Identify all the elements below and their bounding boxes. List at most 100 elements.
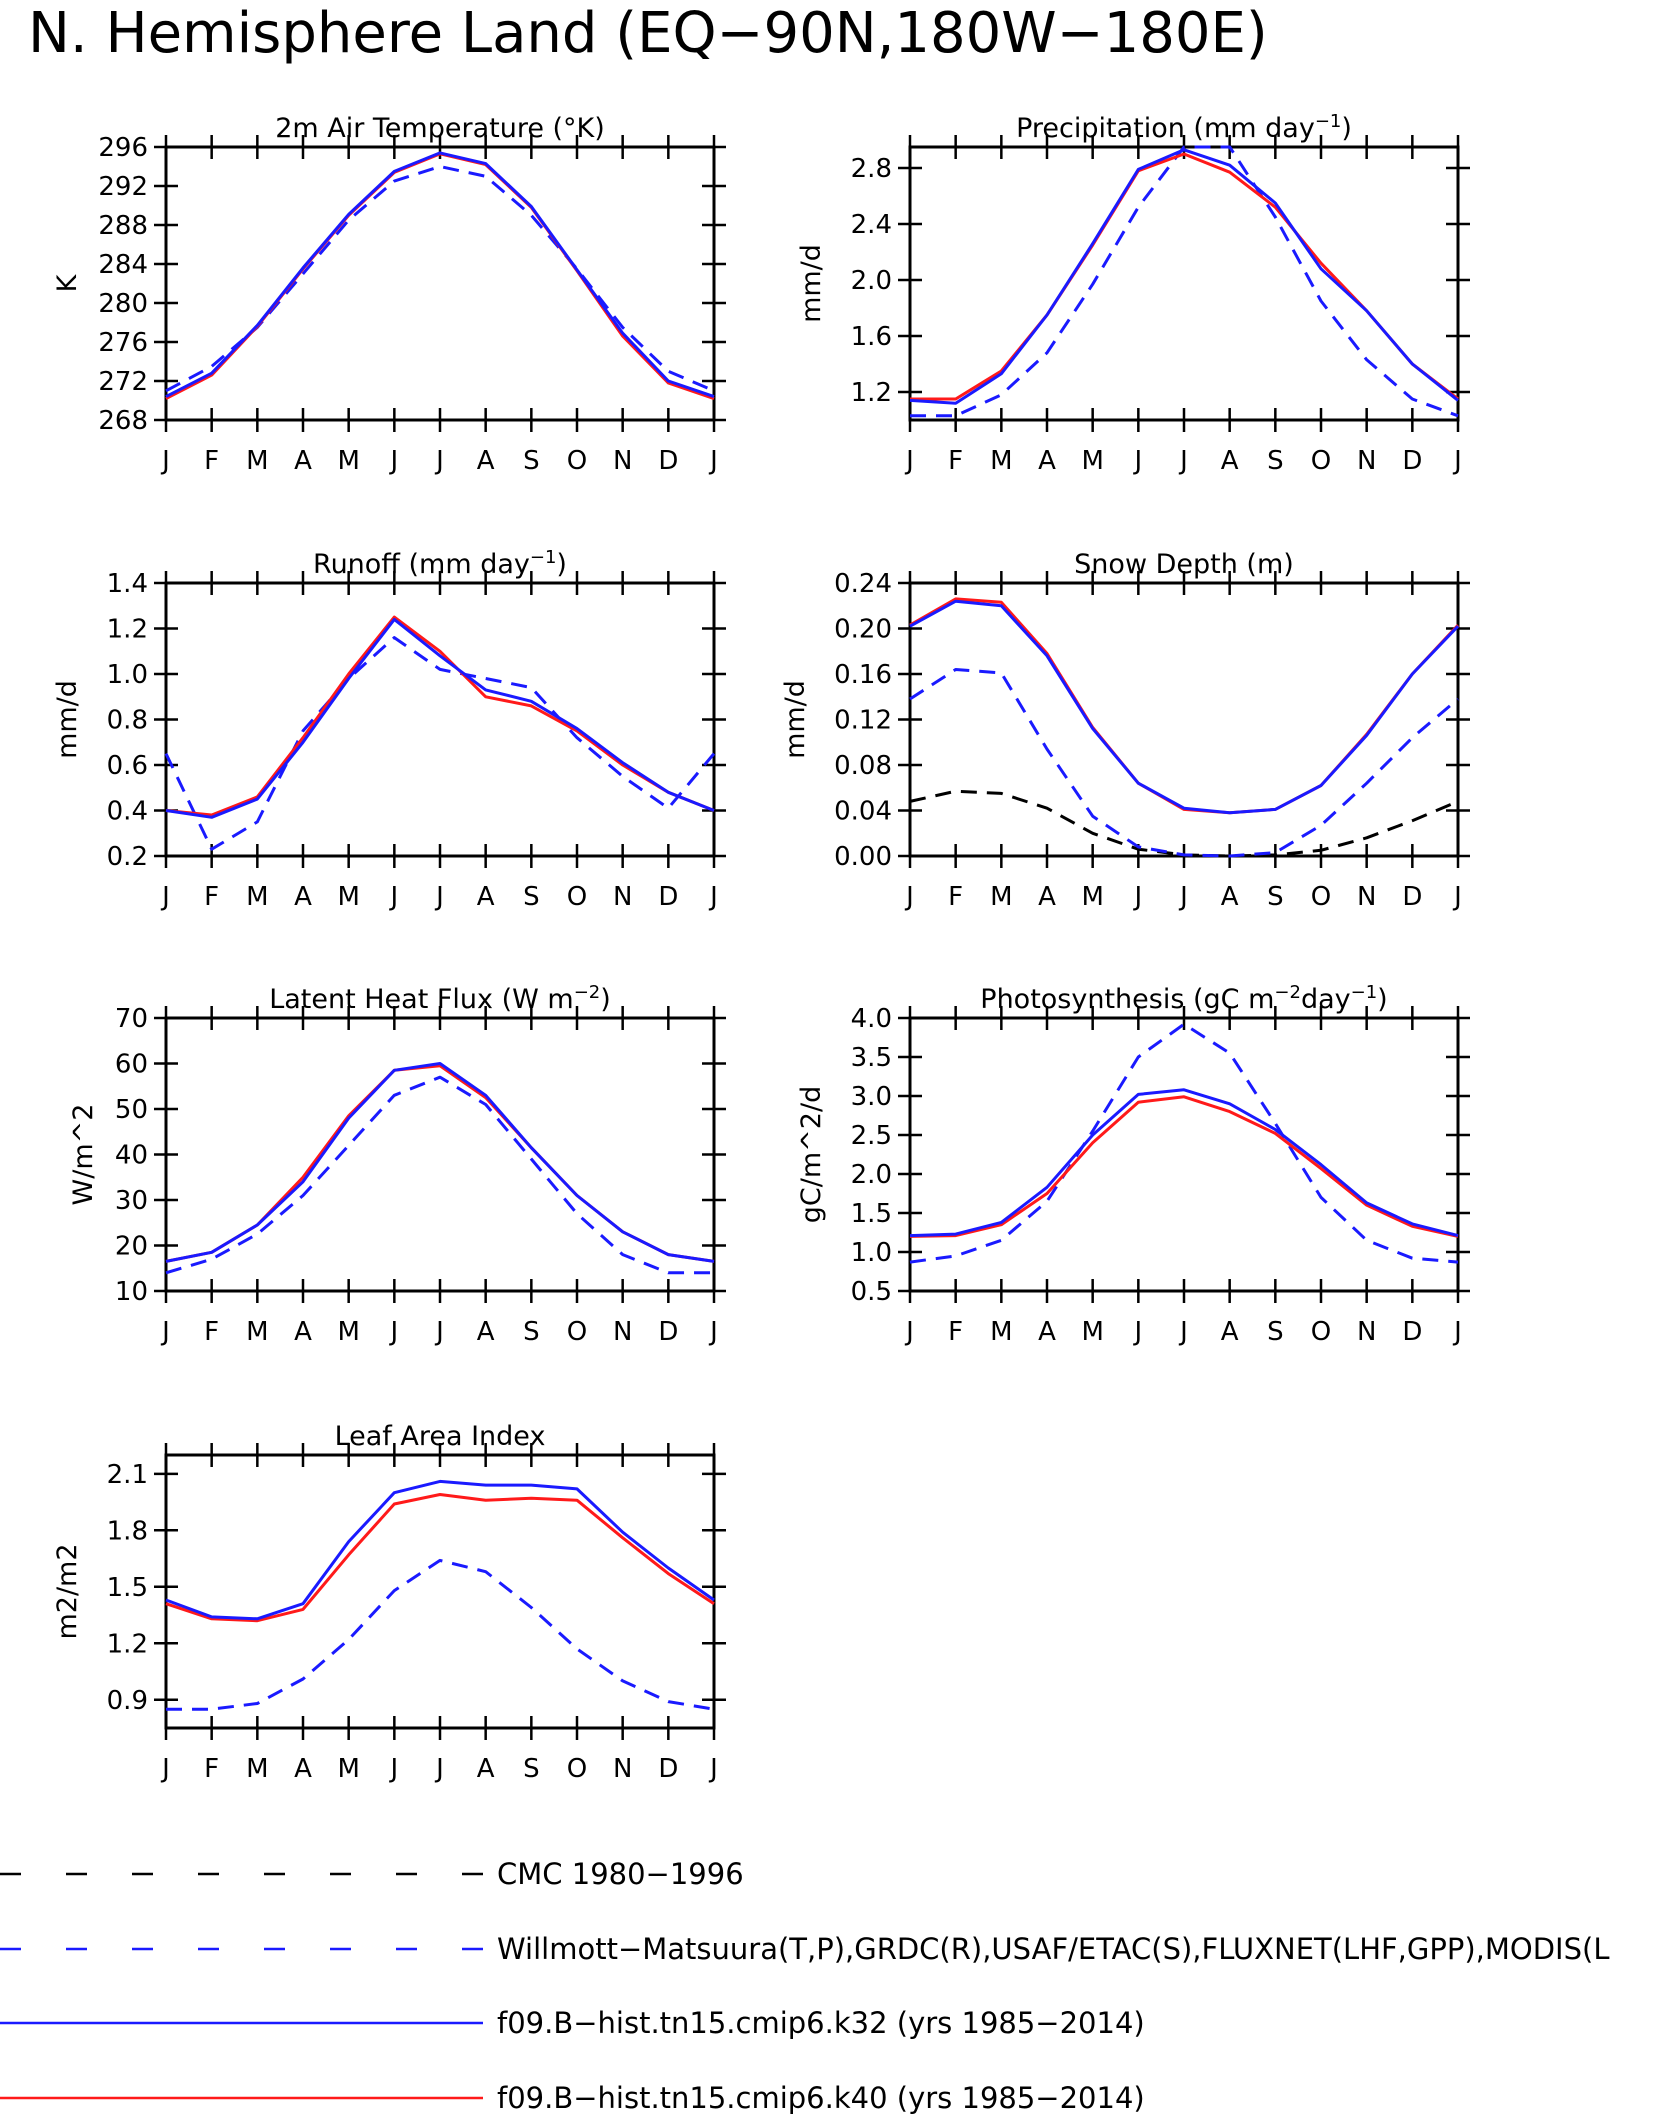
y-tick-label: 292	[98, 172, 148, 202]
x-tick-label: M	[337, 446, 359, 476]
y-tick-label: 1.6	[851, 322, 892, 352]
series-line-obs	[166, 1558, 715, 1711]
x-tick-label: D	[1402, 882, 1422, 912]
x-tick-label: N	[1357, 1317, 1376, 1347]
x-tick-label: J	[1178, 1317, 1188, 1347]
title-superscript-2: −1	[1351, 982, 1378, 1003]
x-tick-label: N	[1357, 882, 1376, 912]
x-tick-label: J	[1178, 882, 1188, 912]
x-tick-label: M	[990, 1317, 1012, 1347]
x-tick-label: M	[990, 446, 1012, 476]
y-tick-label: 288	[98, 211, 148, 241]
y-tick-label: 1.2	[107, 1629, 148, 1659]
y-tick-label: 2.0	[851, 266, 892, 296]
y-tick-label: 1.0	[107, 660, 148, 690]
x-tick-label: J	[708, 882, 718, 912]
series-line-k32	[909, 1088, 1459, 1238]
x-tick-label: J	[434, 446, 444, 476]
figure-title: N. Hemisphere Land (EQ−90N,180W−180E)	[28, 1, 1268, 66]
legend-label-k32: f09.B−hist.tn15.cmip6.k32 (yrs 1985−2014…	[497, 2006, 1145, 2040]
x-tick-label: D	[658, 1317, 678, 1347]
legend-label-obs: Willmott−Matsuura(T,P),GRDC(R),USAF/ETAC…	[497, 1932, 1610, 1966]
y-axis-label: mm/d	[52, 680, 83, 759]
plot-frame	[164, 581, 716, 858]
y-tick-label: 0.20	[834, 615, 892, 645]
x-tick-label: A	[294, 882, 312, 912]
x-tick-label: F	[948, 1317, 963, 1347]
y-tick-label: 0.08	[834, 751, 892, 781]
x-tick-label: A	[294, 1754, 312, 1784]
title-end: )	[1341, 113, 1352, 144]
x-tick-label: J	[388, 1317, 398, 1347]
x-tick-label: M	[246, 1754, 268, 1784]
series-line-k32	[165, 1062, 715, 1263]
series-line-obs	[164, 636, 716, 851]
x-tick-label: S	[523, 1317, 540, 1347]
plot-frame	[908, 1016, 1460, 1293]
x-tick-label: J	[904, 1317, 914, 1347]
x-tick-label: M	[246, 882, 268, 912]
x-tick-label: J	[708, 1317, 718, 1347]
y-tick-label: 268	[98, 406, 148, 436]
x-tick-label: S	[1267, 882, 1284, 912]
x-tick-label: M	[1081, 882, 1103, 912]
series-line-obs	[909, 668, 1459, 858]
y-tick-label: 1.0	[851, 1238, 892, 1268]
x-tick-label: A	[294, 446, 312, 476]
x-tick-label: O	[567, 1754, 587, 1784]
x-tick-label: N	[613, 446, 632, 476]
y-tick-label: 2.5	[851, 1121, 892, 1151]
y-tick-label: 1.4	[107, 569, 148, 599]
x-tick-label: M	[246, 446, 268, 476]
chart-panel-1: 2m Air Temperature (°K)26827227628028428…	[52, 113, 726, 476]
y-tick-label: 40	[115, 1141, 148, 1171]
x-tick-label: D	[658, 1754, 678, 1784]
y-tick-label: 1.5	[851, 1199, 892, 1229]
x-tick-label: O	[1311, 1317, 1331, 1347]
y-tick-label: 1.2	[107, 615, 148, 645]
x-tick-label: J	[434, 882, 444, 912]
title-superscript: −2	[574, 982, 601, 1003]
x-tick-label: N	[613, 1754, 632, 1784]
x-tick-label: A	[477, 882, 495, 912]
y-axis-label: mm/d	[780, 680, 811, 759]
y-axis-label: W/m^2	[68, 1104, 99, 1206]
x-tick-label: J	[388, 1754, 398, 1784]
x-tick-label: S	[523, 882, 540, 912]
y-axis-label: K	[52, 273, 83, 292]
x-tick-label: M	[337, 1754, 359, 1784]
x-tick-label: J	[1132, 882, 1142, 912]
y-tick-label: 4.0	[851, 1004, 892, 1034]
y-tick-label: 0.16	[834, 660, 892, 690]
x-tick-label: J	[434, 1754, 444, 1784]
x-tick-label: J	[160, 446, 170, 476]
y-tick-label: 296	[98, 133, 148, 163]
title-end: )	[600, 984, 611, 1015]
x-tick-label: O	[567, 446, 587, 476]
x-tick-label: D	[658, 882, 678, 912]
y-tick-label: 0.8	[107, 706, 148, 736]
x-tick-label: A	[477, 1317, 495, 1347]
series-line-k40	[165, 615, 715, 817]
x-tick-label: A	[1038, 1317, 1056, 1347]
x-tick-label: N	[1357, 446, 1376, 476]
x-tick-label: J	[434, 1317, 444, 1347]
y-tick-label: 3.0	[851, 1082, 892, 1112]
x-tick-label: M	[337, 882, 359, 912]
y-tick-label: 0.04	[834, 797, 892, 827]
series-line-k40	[909, 1095, 1459, 1238]
x-tick-label: A	[1221, 446, 1239, 476]
x-tick-label: J	[1178, 446, 1188, 476]
legend-label-k40: f09.B−hist.tn15.cmip6.k40 (yrs 1985−2014…	[497, 2081, 1145, 2115]
x-tick-label: J	[388, 882, 398, 912]
series-line-obs	[165, 1075, 714, 1275]
y-tick-label: 60	[115, 1050, 148, 1080]
x-tick-label: J	[160, 882, 170, 912]
y-tick-label: 0.2	[107, 842, 148, 872]
series-line-k32	[165, 1479, 715, 1621]
y-tick-label: 3.5	[851, 1043, 892, 1073]
x-tick-label: J	[1132, 1317, 1142, 1347]
series-line-k32	[165, 617, 715, 819]
y-tick-label: 280	[98, 289, 148, 319]
